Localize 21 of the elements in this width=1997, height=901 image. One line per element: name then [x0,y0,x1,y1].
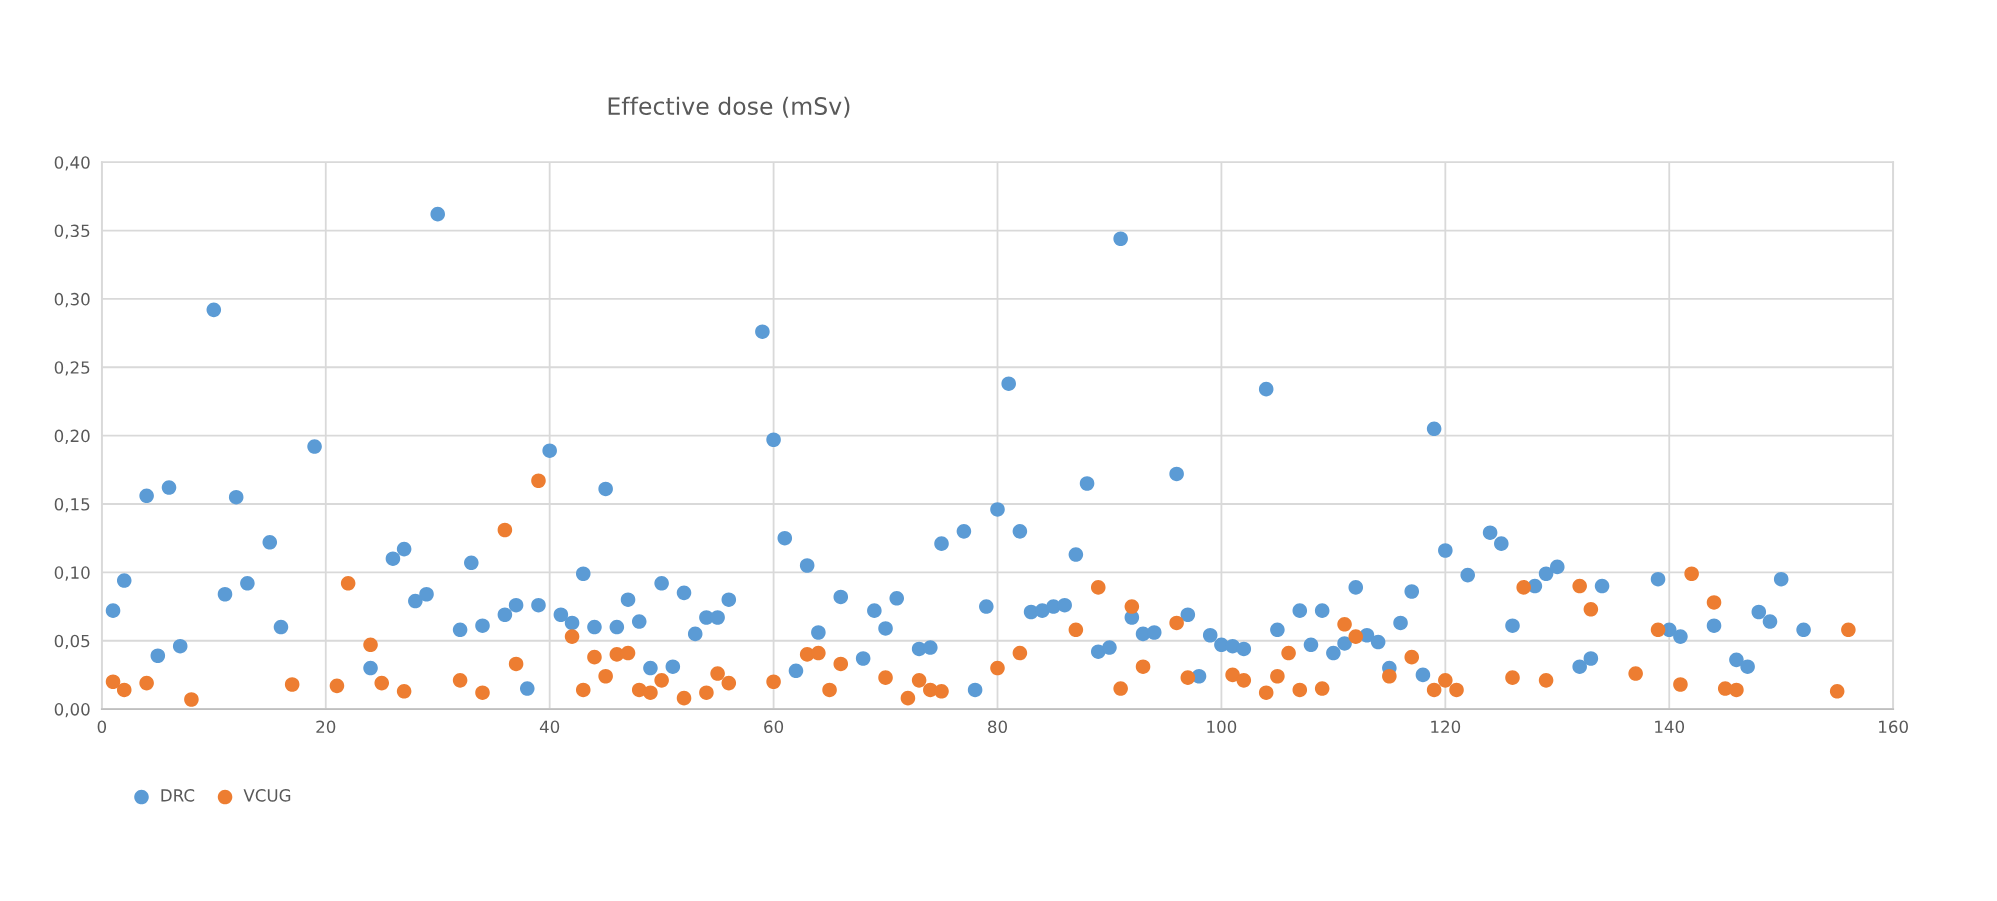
x-tick-label: 40 [539,720,560,734]
y-tick-label: 0,25 [54,361,90,376]
y-tick-label: 0,20 [54,429,90,444]
x-tick-label: 80 [988,720,1007,734]
y-tick-label: 0,10 [54,566,90,581]
y-tick-label: 0,40 [54,156,90,171]
legend-label: DRC [161,789,195,802]
x-tick-label: 20 [316,720,336,734]
chart-title: Effective dose (mSv) [608,96,850,118]
x-tick-label: 0 [97,720,107,734]
y-tick-label: 0,05 [54,634,90,649]
x-tick-label: 100 [1207,720,1237,734]
y-tick-label: 0,00 [54,703,90,718]
legend-label: VCUG [243,789,291,802]
y-tick-label: 0,35 [54,224,90,239]
x-tick-label: 160 [1879,720,1908,734]
y-tick-label: 0,15 [54,497,90,513]
y-tick-label: 0,30 [54,292,90,308]
x-tick-label: 120 [1431,720,1461,734]
x-tick-label: 140 [1655,720,1685,734]
x-tick-label: 60 [764,720,784,734]
